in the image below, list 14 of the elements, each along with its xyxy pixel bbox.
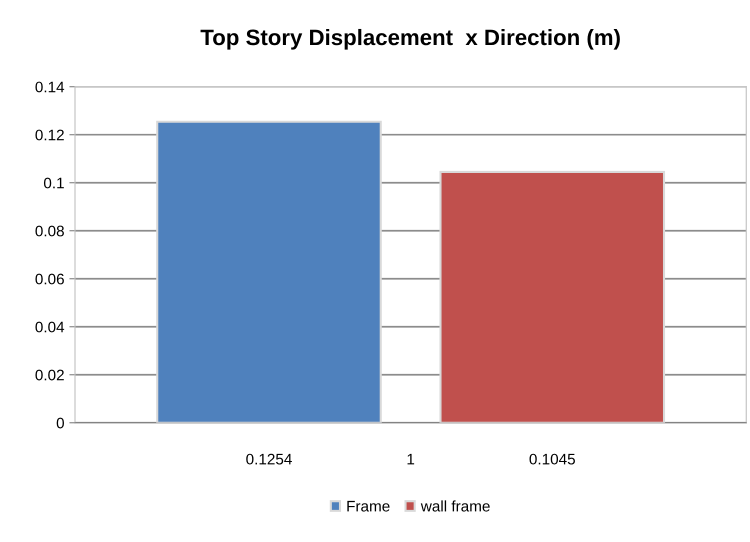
data-label: 0.1254 [246,454,292,465]
y-tick-label: 0.12 [35,130,64,140]
data-label: 0.1045 [529,454,575,465]
legend-label: Frame [347,500,390,512]
y-tick-label: 0.04 [35,322,64,332]
y-tick-label: 0.02 [35,370,64,380]
y-tick-label: 0.1 [44,178,64,188]
y-tick-label: 0.06 [35,274,64,284]
chart-title: Top Story Displacement x Direction (m) [200,28,620,50]
y-tick-label: 0.08 [35,226,64,236]
y-tick-label: 0.14 [35,82,64,92]
legend-label: wall frame [420,500,490,512]
y-tick-label: 0 [56,418,64,428]
x-tick-label: 1 [408,454,414,464]
